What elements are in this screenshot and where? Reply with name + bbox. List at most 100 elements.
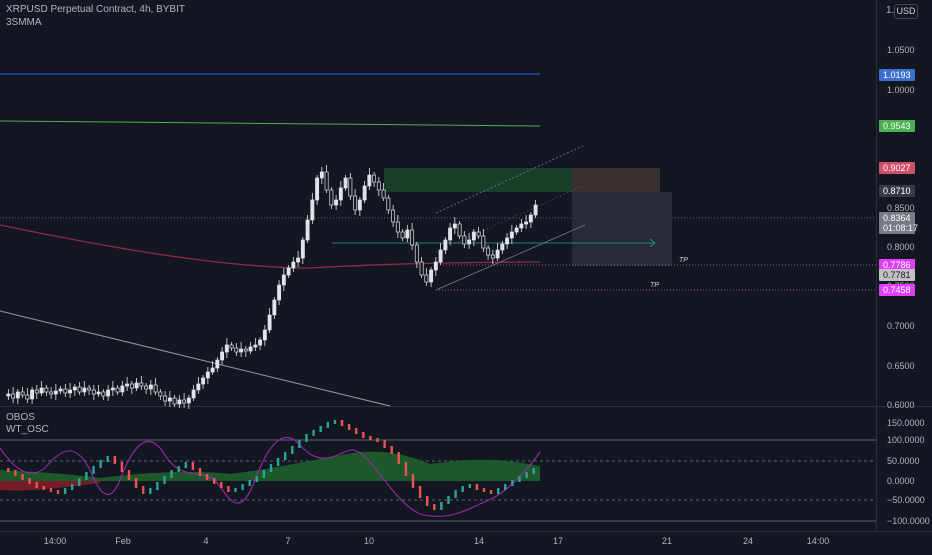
time-tick-label: Feb [115, 536, 131, 546]
time-axis[interactable]: 14:00 Feb 4 7 10 14 17 21 24 14:00 [44, 536, 830, 546]
candle-bullish [495, 249, 500, 259]
candle-bullish [500, 243, 505, 251]
candle-bearish [353, 195, 358, 211]
candle-bullish [514, 227, 519, 233]
candle-bearish [457, 223, 462, 237]
currency-badge[interactable]: USD [894, 4, 918, 19]
candle-bullish [106, 389, 111, 397]
price-label-badge [879, 120, 915, 132]
osc-bar-up [234, 488, 237, 492]
osc-bar-down [227, 486, 230, 492]
tp-label-2: TP [650, 282, 659, 289]
candle-bearish [395, 221, 400, 233]
osc-bar-up [461, 486, 464, 492]
osc-bar-up [305, 434, 308, 442]
candle-bullish [448, 227, 453, 241]
candle-bullish [215, 359, 220, 369]
osc-bar-up [497, 488, 500, 494]
candle-bearish [34, 389, 39, 394]
osc-bar-down [7, 468, 10, 472]
candle-bullish [58, 388, 63, 392]
osc-bar-down [14, 470, 17, 476]
candle-bullish [6, 393, 11, 397]
candle-bullish [338, 187, 343, 201]
osc-bar-up [319, 426, 322, 432]
candle-bullish [201, 377, 206, 385]
channel-upper-line[interactable] [435, 144, 586, 214]
candle-bullish [291, 261, 296, 269]
price-tick-label: 1.0500 [887, 45, 915, 55]
candle-bullish [519, 223, 524, 229]
osc-bar-up [262, 470, 266, 478]
indicator-wt-osc-label[interactable]: WT_OSC [6, 424, 49, 435]
osc-bar-up [326, 422, 329, 428]
candle-bullish [272, 299, 277, 316]
horizontal-level-green[interactable] [0, 120, 541, 127]
time-tick-label: 24 [743, 536, 753, 546]
candlestick-series[interactable] [6, 165, 538, 409]
candle-bullish [224, 344, 229, 353]
candle-bullish [148, 384, 153, 390]
osc-bar-up [149, 488, 152, 494]
price-label-badge [879, 259, 915, 271]
osc-bar-down [191, 462, 195, 470]
candle-bearish [25, 394, 30, 400]
candle-bearish [229, 344, 234, 349]
candle-bearish [44, 387, 49, 393]
candle-bullish [315, 177, 320, 201]
time-tick-label: 7 [285, 536, 290, 546]
trend-line-descending[interactable] [0, 310, 391, 407]
osc-bar-down [376, 438, 379, 442]
osc-bar-up [298, 440, 301, 448]
candle-bullish [505, 237, 510, 245]
osc-bar-down [127, 470, 131, 480]
oscillator-axis[interactable]: 150.0000 100.0000 50.0000 0.0000 −50.0000 −10… [887, 418, 930, 526]
smma-line[interactable] [0, 224, 541, 269]
osc-bar-down [213, 478, 216, 484]
price-label-badge [879, 69, 915, 81]
candle-bearish [400, 231, 405, 239]
candle-bullish [205, 371, 210, 379]
osc-tick-label: 100.0000 [887, 435, 925, 445]
candle-bearish [391, 209, 396, 223]
candle-bullish [68, 389, 73, 394]
channel-lower-line[interactable] [435, 224, 586, 291]
candle-bearish [481, 235, 486, 249]
candle-bearish [324, 171, 329, 191]
osc-bar-down [397, 452, 400, 464]
osc-bar-up [170, 470, 173, 478]
osc-bar-up [248, 480, 251, 486]
osc-bar-up [333, 420, 337, 424]
candle-bullish [125, 383, 130, 387]
candle-bullish [196, 383, 201, 391]
candle-bullish [134, 382, 139, 389]
candle-bullish [120, 385, 125, 393]
candle-bullish [267, 314, 272, 331]
tp-label-1: TP [679, 257, 688, 264]
osc-bar-up [291, 446, 294, 454]
symbol-title[interactable]: XRPUSD Perpetual Contract, 4h, BYBIT [6, 4, 185, 15]
candle-bearish [414, 244, 419, 263]
candle-bullish [39, 387, 44, 394]
candle-bullish [443, 239, 448, 251]
candle-bearish [91, 389, 96, 395]
indicator-obos-label[interactable]: OBOS [6, 412, 35, 423]
osc-bar-down [198, 468, 202, 476]
candle-bullish [343, 177, 348, 189]
price-pane[interactable] [0, 0, 876, 406]
osc-bar-up [71, 484, 74, 490]
candle-bullish [362, 185, 367, 201]
time-tick-label: 14 [474, 536, 484, 546]
position-risk-zone[interactable] [572, 192, 672, 266]
price-tick-label: 0.6500 [887, 361, 915, 371]
candle-bearish [462, 235, 467, 245]
osc-bar-up [269, 464, 273, 472]
price-tick-label: 1.0000 [887, 85, 915, 95]
candle-bearish [49, 391, 54, 395]
candle-bullish [509, 231, 514, 239]
price-label-badge [879, 212, 915, 224]
candle-bullish [220, 351, 225, 361]
indicator-3smma-label[interactable]: 3SMMA [6, 17, 42, 28]
